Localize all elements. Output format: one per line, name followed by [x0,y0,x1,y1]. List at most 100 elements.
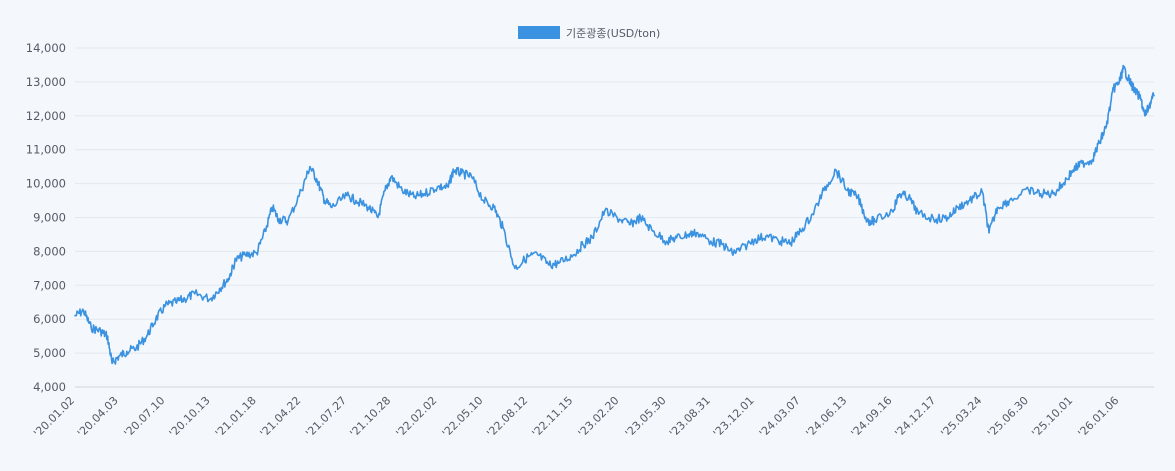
data-point [355,199,357,202]
data-point [423,192,425,195]
data-point [557,262,560,265]
data-point [1091,159,1093,161]
y-tick-label: 4,000 [33,380,66,394]
data-point [1072,169,1074,171]
x-tick-label: '25.03.24 [938,394,984,440]
x-tick-label: '23.12.01 [711,394,757,440]
data-point [287,220,289,222]
x-tick-label: '24.03.07 [757,394,803,440]
data-point [629,223,632,226]
data-point [413,196,415,198]
y-tick-label: 11,000 [26,143,66,157]
data-point [968,199,971,202]
y-tick-label: 13,000 [26,75,66,89]
data-point [184,298,186,300]
data-point [277,218,280,220]
x-tick-label: '24.09.16 [849,394,895,440]
data-point [1127,77,1130,80]
series-line [74,64,1155,365]
data-point [731,252,733,254]
data-point [377,216,379,219]
data-point [687,233,690,236]
data-point [234,259,237,261]
y-tick-label: 9,000 [33,211,66,225]
data-point [1052,192,1054,195]
x-tick-label: '22.02.02 [394,394,440,440]
data-point [1139,98,1142,100]
data-point [1081,162,1083,165]
data-point [527,255,529,258]
data-point [111,362,113,365]
data-point [618,218,621,220]
data-point [255,252,258,254]
data-point [155,318,157,321]
data-point [721,243,724,246]
data-point [209,298,212,300]
data-point [1062,182,1064,185]
data-point [799,230,802,232]
data-point [74,315,76,317]
data-point [390,176,393,178]
data-point [835,169,837,171]
x-tick-label: '23.02.20 [576,394,622,440]
data-point [460,172,463,175]
data-point [90,326,92,329]
data-point [582,243,584,246]
data-point [82,309,85,312]
data-point [753,238,756,241]
grid-lines [75,47,1154,388]
data-point [309,165,311,168]
data-point [639,216,642,219]
data-point [227,277,230,280]
data-point [106,335,109,337]
data-point [572,253,575,256]
data-point [1118,81,1121,83]
x-tick-label: '22.05.10 [440,394,486,440]
x-tick-label: '23.08.31 [667,394,713,440]
x-tick-label: '20.07.10 [122,394,168,440]
data-point [591,237,594,239]
x-tick-label: '22.08.12 [484,394,530,440]
data-point [470,176,473,178]
y-tick-label: 5,000 [33,346,66,360]
data-point [1008,199,1011,202]
data-point [981,191,984,193]
x-tick-label: '21.07.27 [303,394,349,440]
data-point [316,179,318,182]
data-point [1132,87,1135,90]
data-point [866,220,869,222]
x-tick-label: '20.01.02 [31,394,77,440]
data-point [779,240,782,243]
data-point [651,230,654,232]
y-tick-label: 12,000 [26,109,66,123]
data-point [935,218,938,220]
data-point [99,330,102,332]
x-tick-label: '26.01.06 [1075,394,1121,440]
data-point [436,186,439,188]
data-point [675,237,678,239]
x-tick-label: '25.06.30 [985,394,1031,440]
data-point [765,235,767,237]
data-point [146,335,148,337]
data-point [548,264,550,266]
data-point [1040,192,1042,195]
data-point [917,213,920,215]
data-point [695,231,698,234]
y-tick-label: 14,000 [26,41,66,55]
data-point [502,226,504,229]
x-tick-label: '20.10.13 [167,394,213,440]
data-point [1028,189,1030,192]
data-point [401,189,403,192]
data-point [898,192,901,195]
data-point [1122,67,1125,70]
data-point [1153,94,1155,97]
legend-label: 기준광종(USD/ton) [566,27,660,40]
y-axis-ticks: 4,000 5,000 6,000 7,000 8,000 9,000 10,000 11,0… [26,41,66,394]
data-point [164,304,167,307]
data-point [300,189,303,192]
data-point [846,189,849,192]
data-point [709,240,712,243]
x-tick-label: '24.12.17 [892,394,938,440]
data-point [996,206,999,209]
